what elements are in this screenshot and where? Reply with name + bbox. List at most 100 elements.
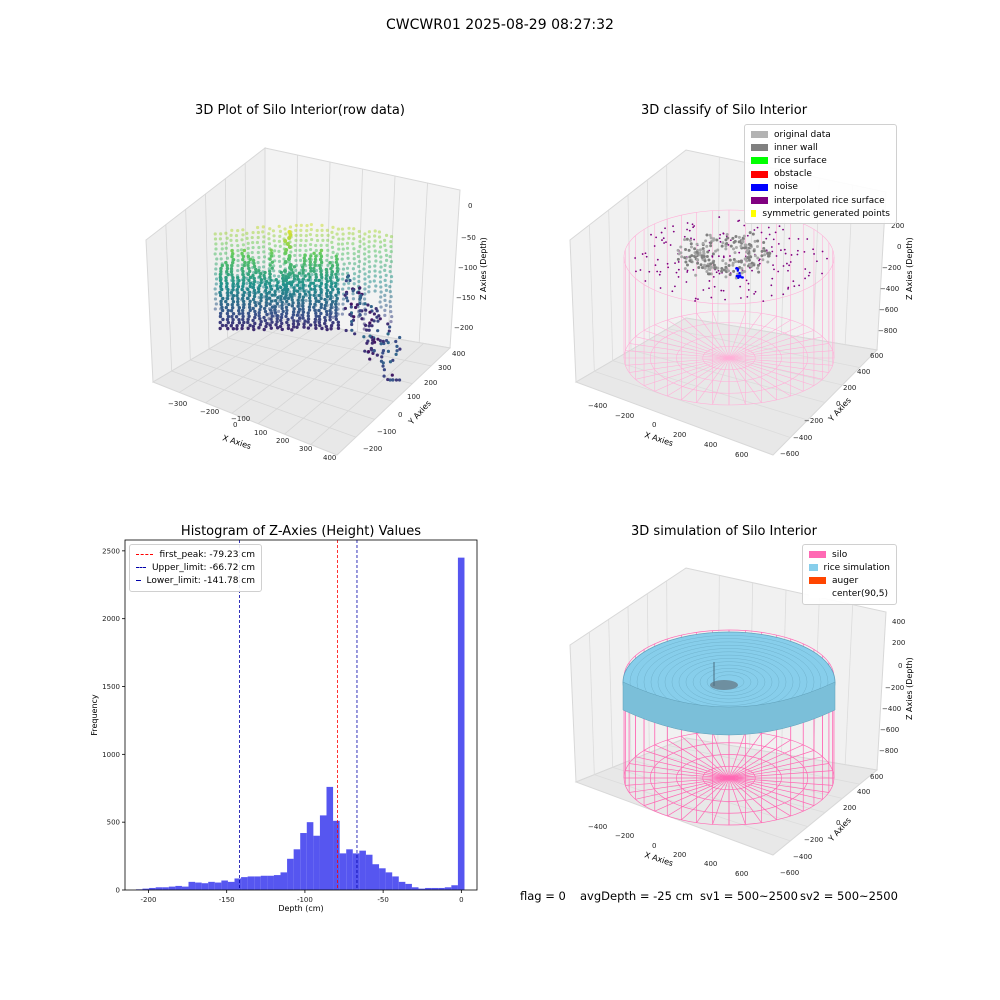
interpolated-point	[660, 231, 663, 234]
raw-data-point	[330, 270, 335, 274]
raw-xtick: 400	[323, 454, 336, 462]
grid-line	[190, 359, 375, 420]
raw-data-point	[225, 281, 229, 286]
raw-data-point	[218, 237, 223, 241]
raw-data-point	[215, 257, 219, 261]
raw-data-point	[287, 245, 292, 249]
raw-data-point	[351, 292, 355, 296]
grid-line	[227, 337, 413, 385]
raw-data-point	[309, 222, 313, 227]
simulation-ytick: −200	[804, 836, 823, 844]
raw-data-point	[224, 260, 228, 265]
raw-data-point	[236, 228, 240, 233]
raw-data-point	[284, 275, 289, 279]
raw-data-point	[284, 311, 289, 316]
legend-label: noise	[774, 182, 798, 193]
raw-data-point	[248, 281, 253, 286]
raw-data-point	[275, 326, 280, 330]
raw-data-point	[270, 314, 274, 318]
interpolated-point	[808, 271, 811, 274]
noise-point	[735, 267, 738, 270]
raw-data-point	[319, 290, 323, 295]
raw-data-point	[398, 347, 402, 351]
raw-data-point	[347, 236, 351, 240]
interpolated-point	[724, 298, 726, 301]
raw-data-point	[292, 307, 296, 311]
raw-data-point	[262, 273, 266, 278]
histogram-title: Histogram of Z-Axies (Height) Values	[180, 524, 422, 539]
inner-wall-point	[676, 248, 680, 252]
raw-data-point	[275, 314, 280, 318]
raw-data-point	[384, 248, 388, 252]
silo-floor-spoke	[643, 777, 730, 806]
inner-wall-point	[757, 270, 761, 274]
interpolated-point	[674, 285, 676, 288]
raw-data-point	[264, 303, 269, 308]
histogram-bar	[221, 880, 228, 890]
raw-3d-plot: −300 −200 −100 0 100 200 300 400 −200 −1…	[145, 146, 488, 462]
raw-data-point	[248, 257, 253, 262]
raw-data-point	[394, 352, 398, 356]
interpolated-point	[694, 297, 697, 300]
raw-data-point	[383, 278, 387, 282]
inner-wall-point	[688, 259, 692, 263]
raw-data-point	[323, 315, 327, 320]
raw-data-point	[247, 266, 251, 271]
inner-wall-point	[749, 255, 753, 259]
raw-data-point	[318, 266, 323, 271]
interpolated-point	[770, 284, 773, 287]
histogram-bar	[438, 887, 445, 890]
raw-data-point	[313, 290, 317, 294]
raw-data-point	[285, 320, 289, 325]
silo-floor-spoke	[728, 319, 791, 359]
raw-data-point	[378, 270, 382, 274]
raw-data-point	[317, 293, 322, 298]
raw-data-point	[313, 263, 317, 267]
raw-data-point	[280, 303, 284, 308]
interpolated-point	[644, 280, 647, 282]
histogram-bar	[326, 786, 334, 890]
inner-wall-point	[753, 239, 757, 243]
raw-data-point	[308, 247, 313, 252]
raw-data-point	[292, 286, 296, 290]
inner-wall-point	[698, 251, 702, 255]
raw-data-point	[218, 278, 223, 283]
raw-data-point	[326, 263, 330, 268]
inner-wall-point	[679, 245, 683, 249]
raw-data-point	[302, 259, 307, 263]
raw-data-point	[330, 273, 334, 277]
raw-data-point	[299, 223, 303, 227]
raw-data-point	[341, 272, 345, 276]
raw-data-point	[273, 305, 278, 309]
interpolated-point	[780, 249, 782, 252]
raw-data-point	[234, 233, 239, 238]
raw-data-point	[279, 318, 283, 323]
inner-wall-point	[711, 238, 715, 242]
interpolated-point	[803, 250, 806, 253]
raw-data-point	[384, 338, 389, 343]
interpolated-point	[796, 253, 799, 256]
raw-data-point	[389, 294, 393, 299]
raw-data-point	[263, 282, 268, 287]
raw-data-point	[301, 265, 305, 269]
raw-data-point	[319, 260, 324, 265]
raw-data-point	[268, 227, 272, 231]
inner-wall-point	[733, 239, 737, 243]
raw-data-point	[309, 269, 313, 273]
interpolated-point	[671, 290, 674, 293]
inner-wall-point	[756, 266, 760, 270]
legend-swatch	[809, 564, 818, 572]
inner-wall-point	[742, 263, 746, 267]
raw-ytick: 100	[407, 393, 420, 401]
simulation-ytick: −600	[780, 869, 799, 877]
raw-data-point	[281, 273, 285, 278]
silo-floor-spoke	[728, 357, 823, 380]
inner-wall-point	[684, 248, 688, 252]
raw-data-point	[318, 263, 322, 268]
legend-line-swatch	[136, 567, 146, 569]
simulation-zlabel: Z Axies (Depth)	[905, 657, 914, 720]
raw-data-point	[267, 281, 272, 285]
noise-point	[737, 274, 740, 278]
raw-data-point	[246, 251, 250, 255]
raw-data-point	[298, 248, 302, 252]
